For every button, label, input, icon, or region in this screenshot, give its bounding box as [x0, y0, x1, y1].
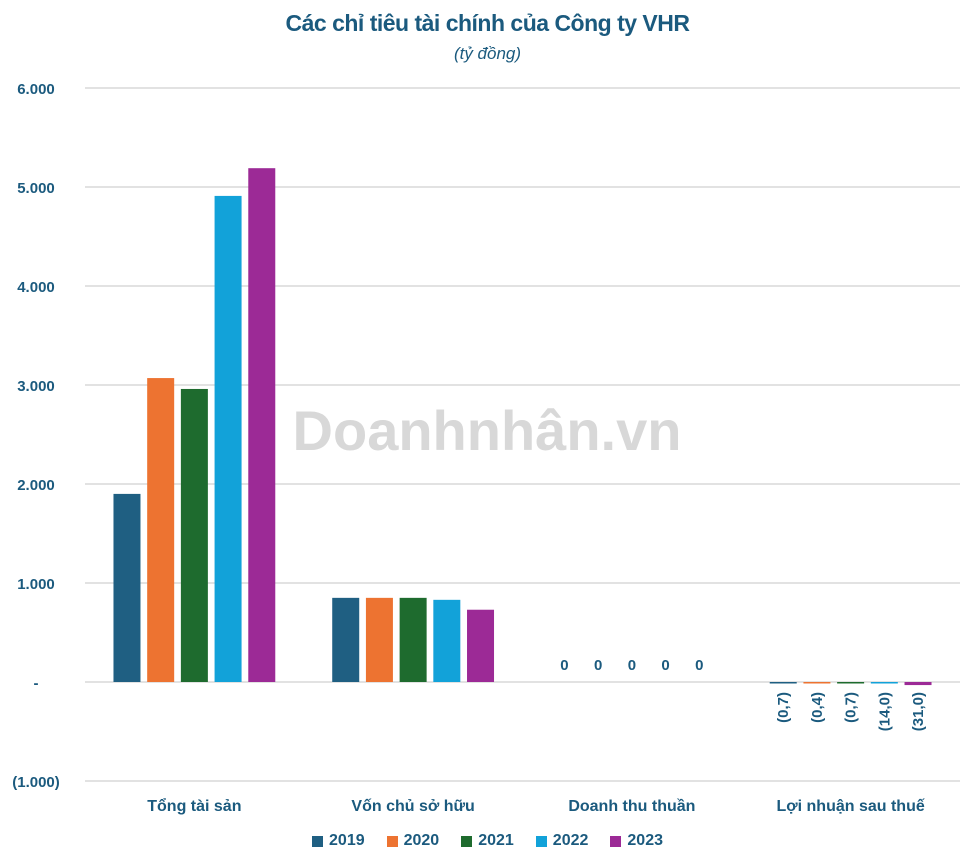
legend-swatch	[610, 835, 622, 847]
bar-2023	[904, 682, 932, 686]
data-label: (14,0)	[876, 692, 893, 731]
x-tick-label: Tổng tài sản	[147, 797, 241, 815]
data-label: 0	[560, 657, 568, 674]
y-tick-label: 5.000	[17, 180, 55, 197]
legend-swatch	[386, 835, 398, 847]
y-tick-label: -	[34, 675, 39, 692]
y-tick-label: 4.000	[17, 279, 55, 296]
y-tick-label: 3.000	[17, 378, 55, 395]
bar-2021	[180, 388, 208, 682]
legend: 2019 2020 2021 2022 2023	[0, 832, 975, 850]
legend-swatch	[312, 835, 324, 847]
bar-2020	[803, 682, 831, 684]
bar-2023	[467, 609, 495, 682]
x-tick-label: Vốn chủ sở hữu	[351, 798, 474, 815]
data-label: (31,0)	[910, 692, 927, 731]
data-label: 0	[594, 657, 602, 674]
data-label: 0	[695, 657, 703, 674]
bar-2022	[870, 682, 898, 684]
legend-item-2022: 2022	[535, 832, 589, 850]
legend-item-2023: 2023	[610, 832, 663, 850]
data-label: (0,7)	[775, 692, 792, 723]
legend-label: 2019	[329, 832, 365, 849]
bar-2021	[837, 682, 865, 684]
legend-label: 2023	[627, 832, 663, 849]
chart-subtitle: (tỷ đồng)	[453, 44, 522, 63]
bar-2021	[399, 597, 427, 682]
data-label: 0	[661, 657, 669, 674]
chart-title: Các chỉ tiêu tài chính của Công ty VHR	[285, 10, 690, 36]
bar-2019	[113, 493, 141, 682]
bar-2020	[365, 597, 393, 682]
y-tick-label: (1.000)	[12, 774, 60, 791]
bar-2022	[433, 599, 461, 682]
data-label: (0,4)	[809, 692, 826, 723]
legend-item-2020: 2020	[386, 832, 440, 850]
legend-swatch	[535, 835, 547, 847]
legend-label: 2022	[552, 832, 589, 849]
y-tick-label: 2.000	[17, 477, 55, 494]
bar-2022	[214, 195, 242, 682]
x-tick-label: Doanh thu thuần	[568, 798, 695, 815]
bar-2023	[248, 168, 276, 682]
bar-2020	[147, 378, 175, 682]
legend-item-2019: 2019	[312, 832, 365, 850]
legend-swatch	[461, 835, 473, 847]
legend-label: 2020	[403, 832, 440, 849]
watermark-logo: Doanhnhân.vn	[293, 399, 682, 462]
bar-2019	[769, 682, 797, 684]
y-tick-label: 6.000	[17, 81, 55, 98]
x-tick-label: Lợi nhuận sau thuế	[776, 798, 924, 815]
bar-2019	[332, 597, 360, 682]
y-tick-label: 1.000	[17, 576, 55, 593]
legend-item-2021: 2021	[461, 832, 514, 850]
legend-label: 2021	[478, 832, 514, 849]
data-label: (0,7)	[843, 692, 860, 723]
data-label: 0	[628, 657, 636, 674]
